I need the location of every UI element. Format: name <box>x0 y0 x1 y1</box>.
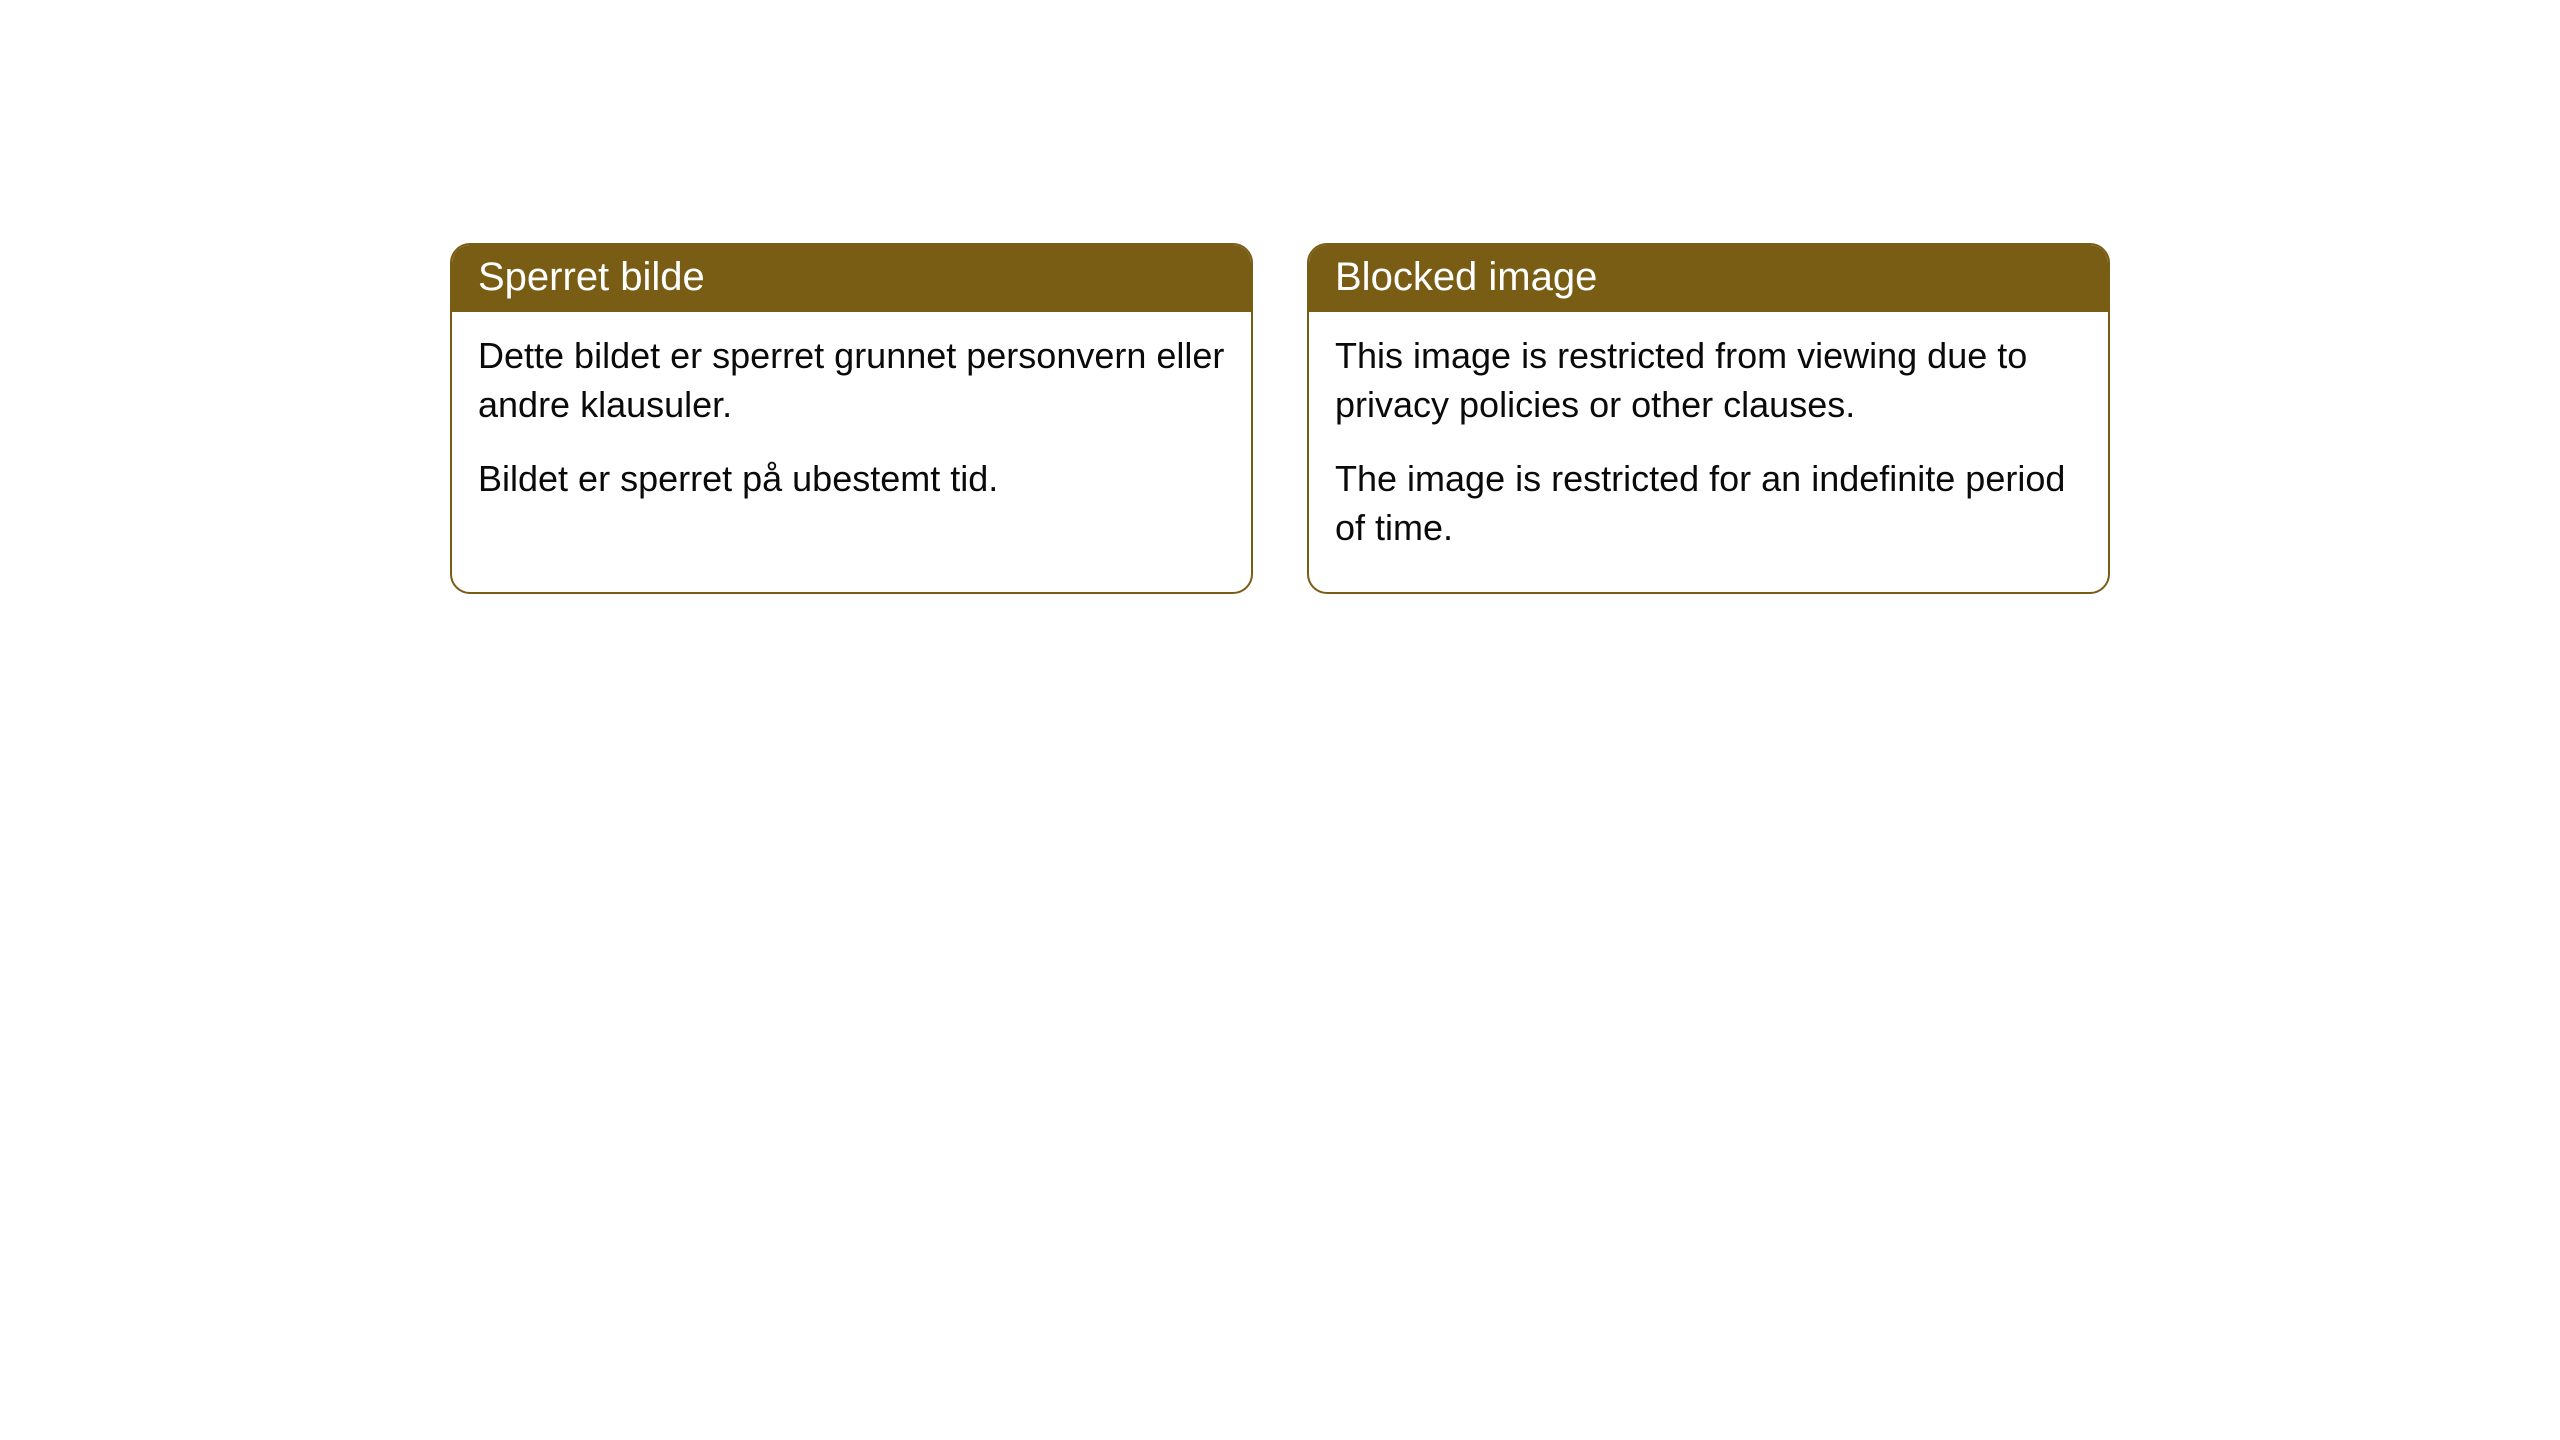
card-header-english: Blocked image <box>1309 245 2108 312</box>
card-paragraph-2-norwegian: Bildet er sperret på ubestemt tid. <box>478 455 1225 504</box>
card-body-english: This image is restricted from viewing du… <box>1309 312 2108 592</box>
card-paragraph-1-norwegian: Dette bildet er sperret grunnet personve… <box>478 332 1225 429</box>
card-paragraph-1-english: This image is restricted from viewing du… <box>1335 332 2082 429</box>
card-body-norwegian: Dette bildet er sperret grunnet personve… <box>452 312 1251 544</box>
card-norwegian: Sperret bilde Dette bildet er sperret gr… <box>450 243 1253 594</box>
card-paragraph-2-english: The image is restricted for an indefinit… <box>1335 455 2082 552</box>
card-english: Blocked image This image is restricted f… <box>1307 243 2110 594</box>
cards-container: Sperret bilde Dette bildet er sperret gr… <box>450 243 2110 594</box>
card-header-norwegian: Sperret bilde <box>452 245 1251 312</box>
